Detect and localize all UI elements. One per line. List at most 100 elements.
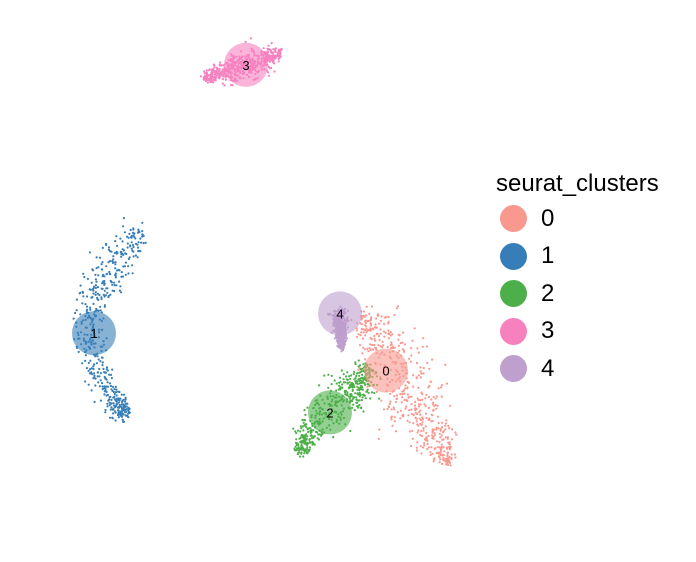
cell-point-cluster-2 (305, 443, 308, 446)
cell-point-cluster-0 (437, 427, 440, 430)
cell-point-cluster-2 (310, 434, 313, 437)
cell-point-cluster-3 (206, 81, 209, 84)
cell-point-cluster-1 (108, 260, 112, 263)
cell-point-cluster-3 (271, 55, 274, 59)
cell-point-cluster-0 (403, 392, 406, 395)
cell-point-cluster-0 (408, 430, 411, 433)
cell-point-cluster-1 (124, 403, 127, 406)
cell-point-cluster-2 (369, 397, 372, 400)
cell-point-cluster-1 (102, 293, 105, 296)
cell-point-cluster-1 (115, 244, 119, 247)
cell-point-cluster-0 (430, 398, 433, 401)
cell-point-cluster-1 (97, 274, 100, 277)
cell-point-cluster-3 (212, 63, 215, 66)
centroid-marker-cluster-4 (318, 291, 362, 336)
cell-point-cluster-3 (221, 82, 224, 85)
cell-point-cluster-1 (94, 278, 97, 281)
cell-point-cluster-2 (311, 441, 314, 444)
cell-point-cluster-0 (419, 445, 422, 448)
cell-point-cluster-0 (423, 403, 426, 406)
cell-point-cluster-1 (89, 308, 92, 311)
cell-point-cluster-1 (109, 373, 113, 376)
cell-point-cluster-2 (358, 371, 361, 374)
cell-point-cluster-3 (204, 75, 207, 78)
cell-point-cluster-0 (410, 403, 413, 406)
cell-point-cluster-1 (137, 250, 140, 253)
cell-point-cluster-0 (438, 452, 441, 455)
cell-point-cluster-1 (110, 406, 113, 409)
cell-point-cluster-0 (377, 344, 380, 347)
cell-point-cluster-2 (352, 384, 355, 387)
cell-point-cluster-1 (99, 305, 102, 308)
cell-point-cluster-1 (105, 287, 108, 290)
cell-point-cluster-1 (124, 414, 127, 417)
cell-point-cluster-1 (106, 402, 109, 405)
cell-point-cluster-3 (219, 61, 222, 64)
cell-point-cluster-2 (344, 393, 347, 396)
cell-point-cluster-1 (124, 411, 127, 414)
cell-point-cluster-3 (224, 78, 227, 81)
cell-point-cluster-2 (323, 374, 326, 377)
cell-point-cluster-0 (370, 323, 373, 326)
cell-point-cluster-1 (115, 284, 118, 287)
cell-point-cluster-1 (121, 248, 124, 251)
cell-point-cluster-2 (356, 393, 359, 396)
cell-point-cluster-1 (124, 408, 127, 411)
cell-point-cluster-2 (308, 438, 311, 441)
cell-point-cluster-1 (122, 420, 125, 423)
cell-point-cluster-0 (376, 314, 379, 317)
cell-point-cluster-0 (406, 393, 409, 396)
cell-point-cluster-1 (119, 237, 122, 240)
cell-point-cluster-0 (431, 403, 434, 406)
cell-point-cluster-2 (358, 378, 361, 381)
cell-point-cluster-2 (352, 403, 355, 406)
cell-point-cluster-0 (390, 341, 393, 344)
cell-point-cluster-0 (404, 387, 407, 390)
cell-point-cluster-3 (224, 74, 227, 77)
cell-point-cluster-0 (417, 386, 420, 389)
cell-point-cluster-1 (85, 295, 89, 298)
cell-point-cluster-2 (296, 447, 299, 450)
cell-point-cluster-0 (431, 430, 434, 433)
cell-point-cluster-0 (420, 372, 423, 375)
cell-point-cluster-1 (140, 241, 143, 244)
cell-point-cluster-2 (344, 375, 348, 378)
cell-point-cluster-3 (270, 51, 273, 54)
cell-point-cluster-1 (106, 369, 109, 372)
cell-point-cluster-0 (448, 461, 451, 464)
cell-point-cluster-0 (410, 444, 413, 448)
cell-point-cluster-0 (419, 399, 422, 402)
cell-point-cluster-2 (303, 449, 307, 452)
cell-point-cluster-1 (115, 397, 118, 401)
cell-point-cluster-2 (359, 387, 362, 390)
cell-point-cluster-0 (401, 414, 404, 417)
cell-point-cluster-1 (118, 390, 121, 394)
cell-point-cluster-2 (320, 433, 323, 436)
cell-point-cluster-0 (433, 432, 436, 435)
cell-point-cluster-1 (77, 350, 80, 353)
cell-point-cluster-0 (374, 323, 377, 326)
cell-point-cluster-1 (124, 396, 127, 399)
cell-point-cluster-1 (87, 361, 90, 364)
cell-point-cluster-0 (416, 397, 419, 400)
cell-point-cluster-2 (354, 362, 357, 366)
cell-point-cluster-1 (107, 248, 110, 251)
cell-point-cluster-0 (441, 426, 444, 429)
cell-point-cluster-0 (417, 351, 420, 354)
cell-point-cluster-1 (130, 241, 133, 244)
legend-label-0: 0 (541, 204, 555, 232)
cell-point-cluster-0 (439, 448, 442, 451)
cell-point-cluster-1 (90, 389, 93, 392)
cell-point-cluster-1 (96, 296, 99, 299)
cell-point-cluster-1 (89, 368, 92, 371)
cell-point-cluster-2 (357, 406, 360, 409)
cell-point-cluster-2 (361, 373, 364, 376)
cell-point-cluster-2 (339, 380, 342, 383)
cell-point-cluster-1 (110, 388, 113, 391)
cell-point-cluster-0 (427, 418, 430, 421)
cell-point-cluster-2 (360, 385, 363, 388)
cell-point-cluster-1 (131, 272, 134, 275)
cell-point-cluster-3 (278, 55, 281, 59)
cell-point-cluster-1 (123, 400, 126, 403)
cell-point-cluster-1 (97, 381, 100, 384)
